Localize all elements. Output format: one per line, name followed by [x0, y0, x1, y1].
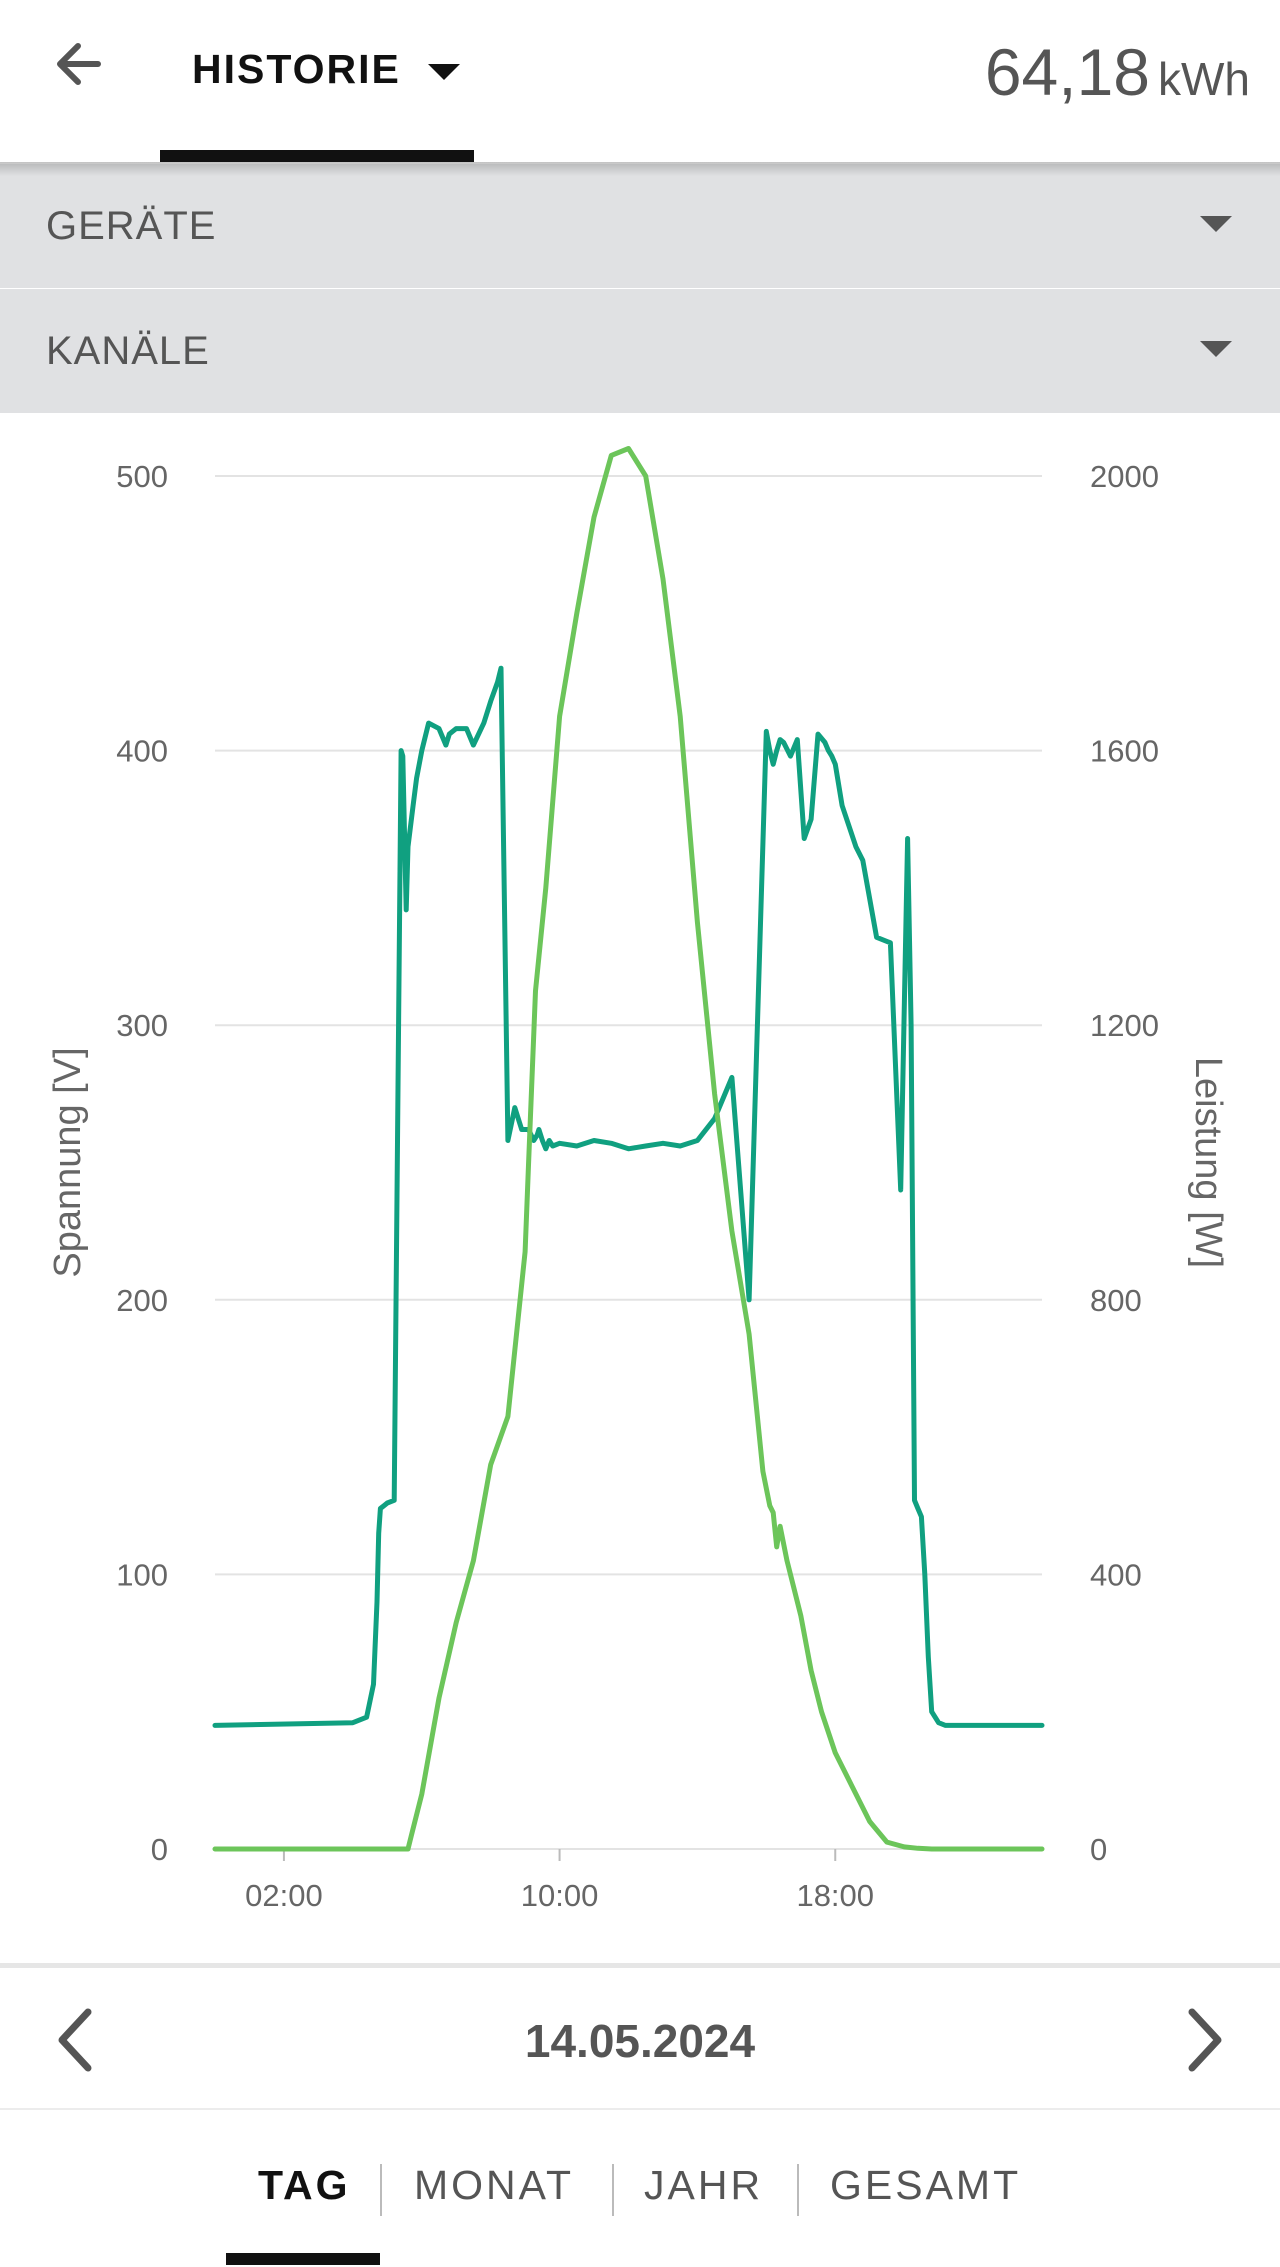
next-day-button[interactable]: [1172, 2004, 1236, 2076]
y-right-tick-label: 1200: [1090, 1008, 1159, 1043]
tab-separator: [380, 2164, 382, 2216]
x-tick-label: 02:00: [245, 1878, 323, 1913]
chart-svg: 0 100 200 300 400 500 0 400 800 1200 1600 2000 02:00…: [47, 446, 1229, 1913]
current-date: 14.05.2024: [524, 2015, 756, 2067]
caret-down-icon: [1200, 341, 1232, 357]
y-left-tick-label: 400: [116, 734, 168, 769]
previous-day-button[interactable]: [44, 2004, 108, 2076]
energy-total: 64,18 kWh: [985, 34, 1250, 110]
divider: [0, 1963, 1280, 1968]
chevron-right-icon: [1188, 2008, 1222, 2072]
power-series-line: [212, 446, 1045, 1852]
tab-active-indicator: [160, 150, 474, 162]
devices-dropdown-label: GERÄTE: [46, 204, 217, 248]
y-left-tick-label: 500: [116, 459, 168, 494]
x-tick-label: 18:00: [796, 1878, 874, 1913]
y-left-tick-label: 100: [116, 1557, 168, 1592]
y-right-tick-label: 400: [1090, 1557, 1142, 1592]
y-right-tick-label: 1600: [1090, 734, 1159, 769]
y-right-tick-label: 0: [1090, 1832, 1107, 1867]
devices-dropdown[interactable]: GERÄTE: [0, 164, 1280, 288]
channels-dropdown-label: KANÄLE: [46, 329, 210, 373]
y-left-axis-title: Spannung [V]: [47, 1047, 89, 1277]
tab-separator: [612, 2164, 614, 2216]
chevron-left-icon: [58, 2008, 92, 2072]
tab-separator: [797, 2164, 799, 2216]
date-navigation: 14.05.2024: [0, 1968, 1280, 2108]
divider: [0, 2108, 1280, 2110]
caret-down-icon: [1200, 216, 1232, 232]
tab-jahr[interactable]: JAHR: [644, 2162, 764, 2208]
top-app-bar: HISTORIE 64,18 kWh: [0, 0, 1280, 162]
period-tabs: TAG MONAT JAHR GESAMT: [0, 2110, 1280, 2267]
y-left-tick-label: 0: [151, 1832, 168, 1867]
energy-value: 64,18: [984, 35, 1150, 109]
y-left-tick-label: 300: [116, 1008, 168, 1043]
x-tick-label: 10:00: [521, 1878, 599, 1913]
tab-gesamt[interactable]: GESAMT: [830, 2162, 1022, 2208]
y-right-axis-title: Leistung [W]: [1187, 1057, 1229, 1268]
energy-unit: kWh: [1158, 53, 1250, 105]
tab-historie[interactable]: HISTORIE: [160, 0, 474, 162]
history-chart[interactable]: 0 100 200 300 400 500 0 400 800 1200 1600 2000 02:00…: [0, 413, 1280, 1970]
voltage-series-line: [212, 665, 1045, 1728]
top-bar-shadow: [0, 162, 1280, 176]
y-right-tick-label: 2000: [1090, 459, 1159, 494]
arrow-left-icon: [57, 43, 101, 85]
tab-monat[interactable]: MONAT: [414, 2162, 575, 2208]
y-right-tick-label: 800: [1090, 1283, 1142, 1318]
channels-dropdown[interactable]: KANÄLE: [0, 289, 1280, 413]
caret-down-icon: [428, 64, 460, 80]
tab-historie-label: HISTORIE: [192, 46, 401, 92]
back-button[interactable]: [48, 32, 112, 96]
y-left-tick-label: 200: [116, 1283, 168, 1318]
tab-active-indicator: [226, 2253, 380, 2265]
tab-tag[interactable]: TAG: [258, 2162, 351, 2208]
